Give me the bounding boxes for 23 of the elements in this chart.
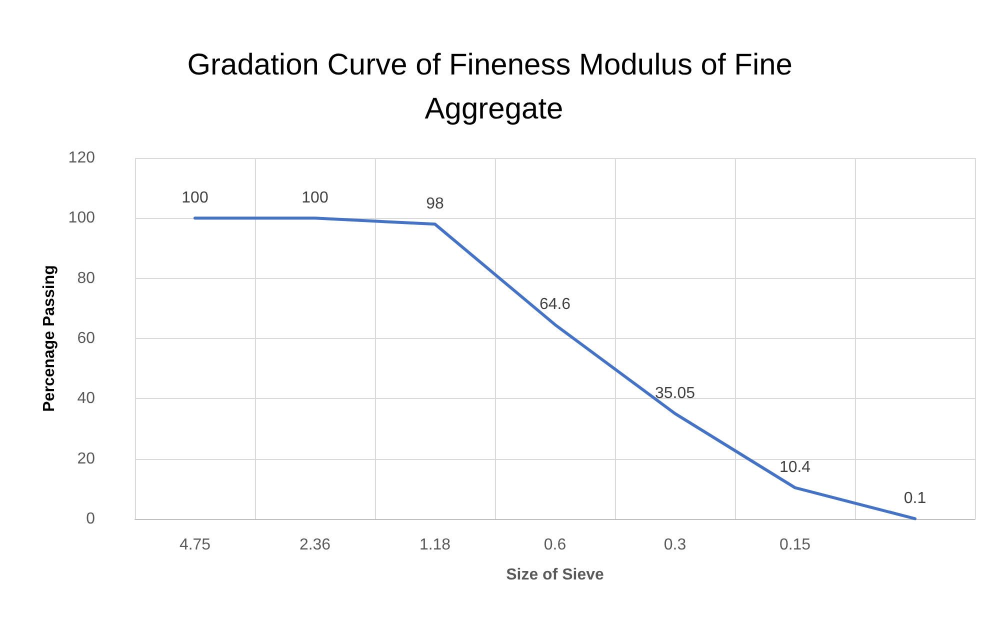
x-tick-label: 1.18 xyxy=(419,536,451,554)
chart-title: Gradation Curve of Fineness Modulus of Fine Aggregate xyxy=(187,48,801,126)
x-tick-label: 2.36 xyxy=(299,536,331,554)
y-tick-label: 60 xyxy=(77,330,96,347)
data-label: 10.4 xyxy=(779,459,811,476)
x-tick-label: 0.6 xyxy=(544,536,566,554)
y-tick-label: 0 xyxy=(86,510,96,528)
y-tick-label: 80 xyxy=(77,270,96,287)
data-label: 0.1 xyxy=(904,490,926,508)
y-axis-title: Percenage Passing xyxy=(40,265,58,412)
y-tick-label: 100 xyxy=(68,210,96,227)
data-label: 35.05 xyxy=(654,385,696,402)
data-label: 98 xyxy=(426,196,444,213)
data-label: 100 xyxy=(182,190,208,207)
data-label: 64.6 xyxy=(539,296,571,314)
x-axis-title: Size of Sieve xyxy=(506,566,604,584)
y-tick-label: 120 xyxy=(68,150,96,166)
x-tick-label: 4.75 xyxy=(179,536,211,554)
x-tick-label: 0.3 xyxy=(664,536,686,554)
x-tick-label: 0.15 xyxy=(779,536,811,554)
y-tick-label: 40 xyxy=(77,390,96,408)
data-label: 100 xyxy=(302,190,328,207)
y-tick-label: 20 xyxy=(77,450,96,468)
